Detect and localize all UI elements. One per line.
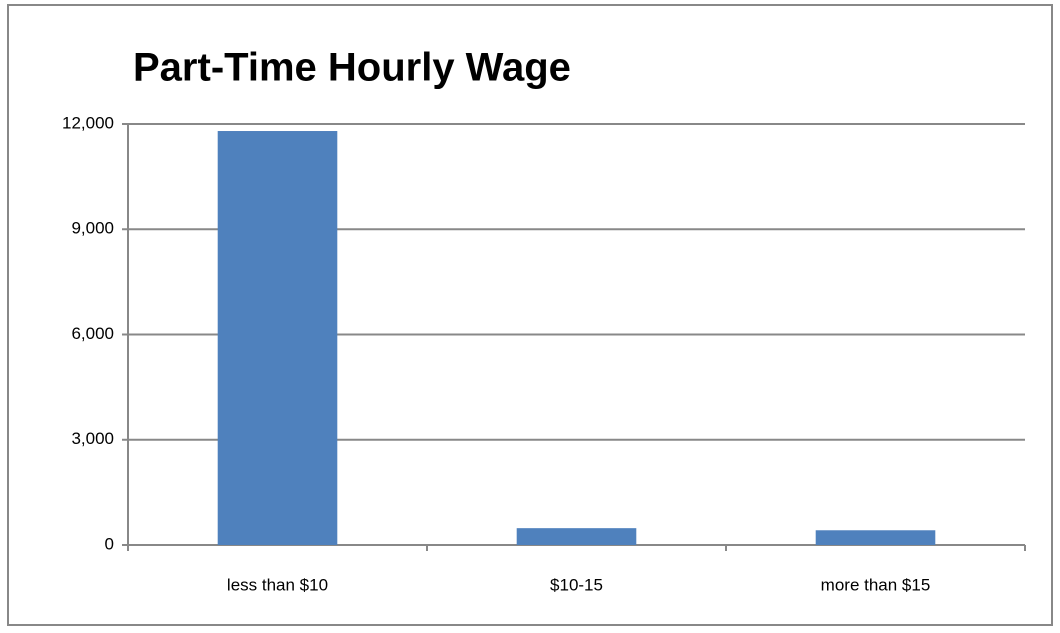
chart-title: Part-Time Hourly Wage [133, 46, 571, 90]
y-tick-label: 9,000 [71, 219, 114, 238]
bar [217, 131, 338, 545]
x-tick-label: less than $10 [227, 575, 328, 594]
y-tick-label: 6,000 [71, 324, 114, 343]
x-tick-label: $10-15 [550, 575, 603, 594]
bar [516, 528, 637, 545]
y-tick-label: 3,000 [71, 429, 114, 448]
x-tick-label: more than $15 [821, 575, 931, 594]
y-tick-label: 12,000 [62, 113, 114, 132]
chart-border [7, 4, 1053, 626]
y-tick-label: 0 [105, 534, 114, 553]
bar [815, 530, 936, 545]
